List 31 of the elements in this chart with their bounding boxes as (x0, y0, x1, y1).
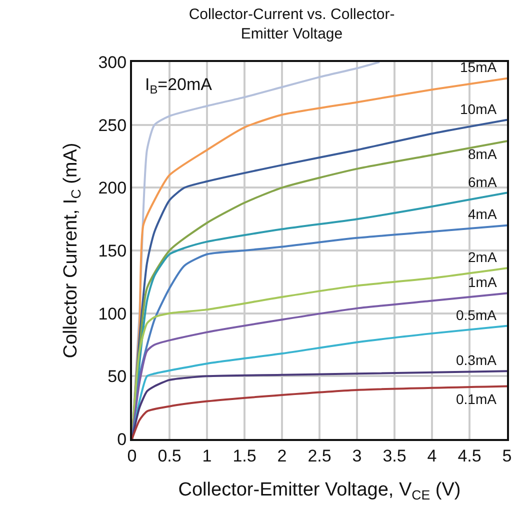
series-label: 6mA (468, 174, 498, 190)
x-tick-label: 2.5 (308, 446, 332, 466)
x-tick-label: 2 (277, 446, 287, 466)
line-series (132, 385, 507, 439)
series-label: 0.3mA (456, 352, 498, 368)
series-label: 1mA (468, 274, 498, 290)
y-tick-label: 200 (98, 178, 127, 198)
series-label: 15mA (460, 59, 498, 75)
y-tick-label: 0 (117, 430, 127, 449)
y-tick-label: 150 (98, 241, 127, 260)
series-label: 4mA (468, 206, 498, 222)
y-tick-label: 50 (108, 367, 127, 386)
series-label: 2mA (468, 249, 498, 265)
y-tick-label: 100 (98, 304, 127, 324)
x-tick-label: 1 (202, 446, 212, 466)
series-label: 10mA (460, 101, 498, 117)
x-tick-label: 3.5 (382, 446, 406, 466)
x-tick-label: 3 (352, 446, 362, 466)
x-tick-label: 1.5 (232, 446, 256, 466)
series-label: 8mA (468, 146, 498, 162)
x-tick-label: 4.5 (458, 446, 482, 466)
y-tick-label: 250 (98, 116, 127, 135)
series-label: 0.1mA (456, 391, 498, 407)
x-tick-label: 4 (427, 446, 437, 466)
x-axis-title: Collector-Emitter Voltage, V$_{CE}$ (V) (178, 480, 461, 503)
series-label: 0.5mA (456, 307, 498, 323)
series-label: I$_{B}$=20mA (145, 75, 213, 97)
y-tick-label: 300 (98, 52, 127, 72)
x-tick-label: 5 (502, 446, 512, 466)
x-tick-label: 0.5 (158, 446, 182, 466)
chart-title: Collector-Current vs. Collector- Emitter Voltage (188, 6, 395, 43)
